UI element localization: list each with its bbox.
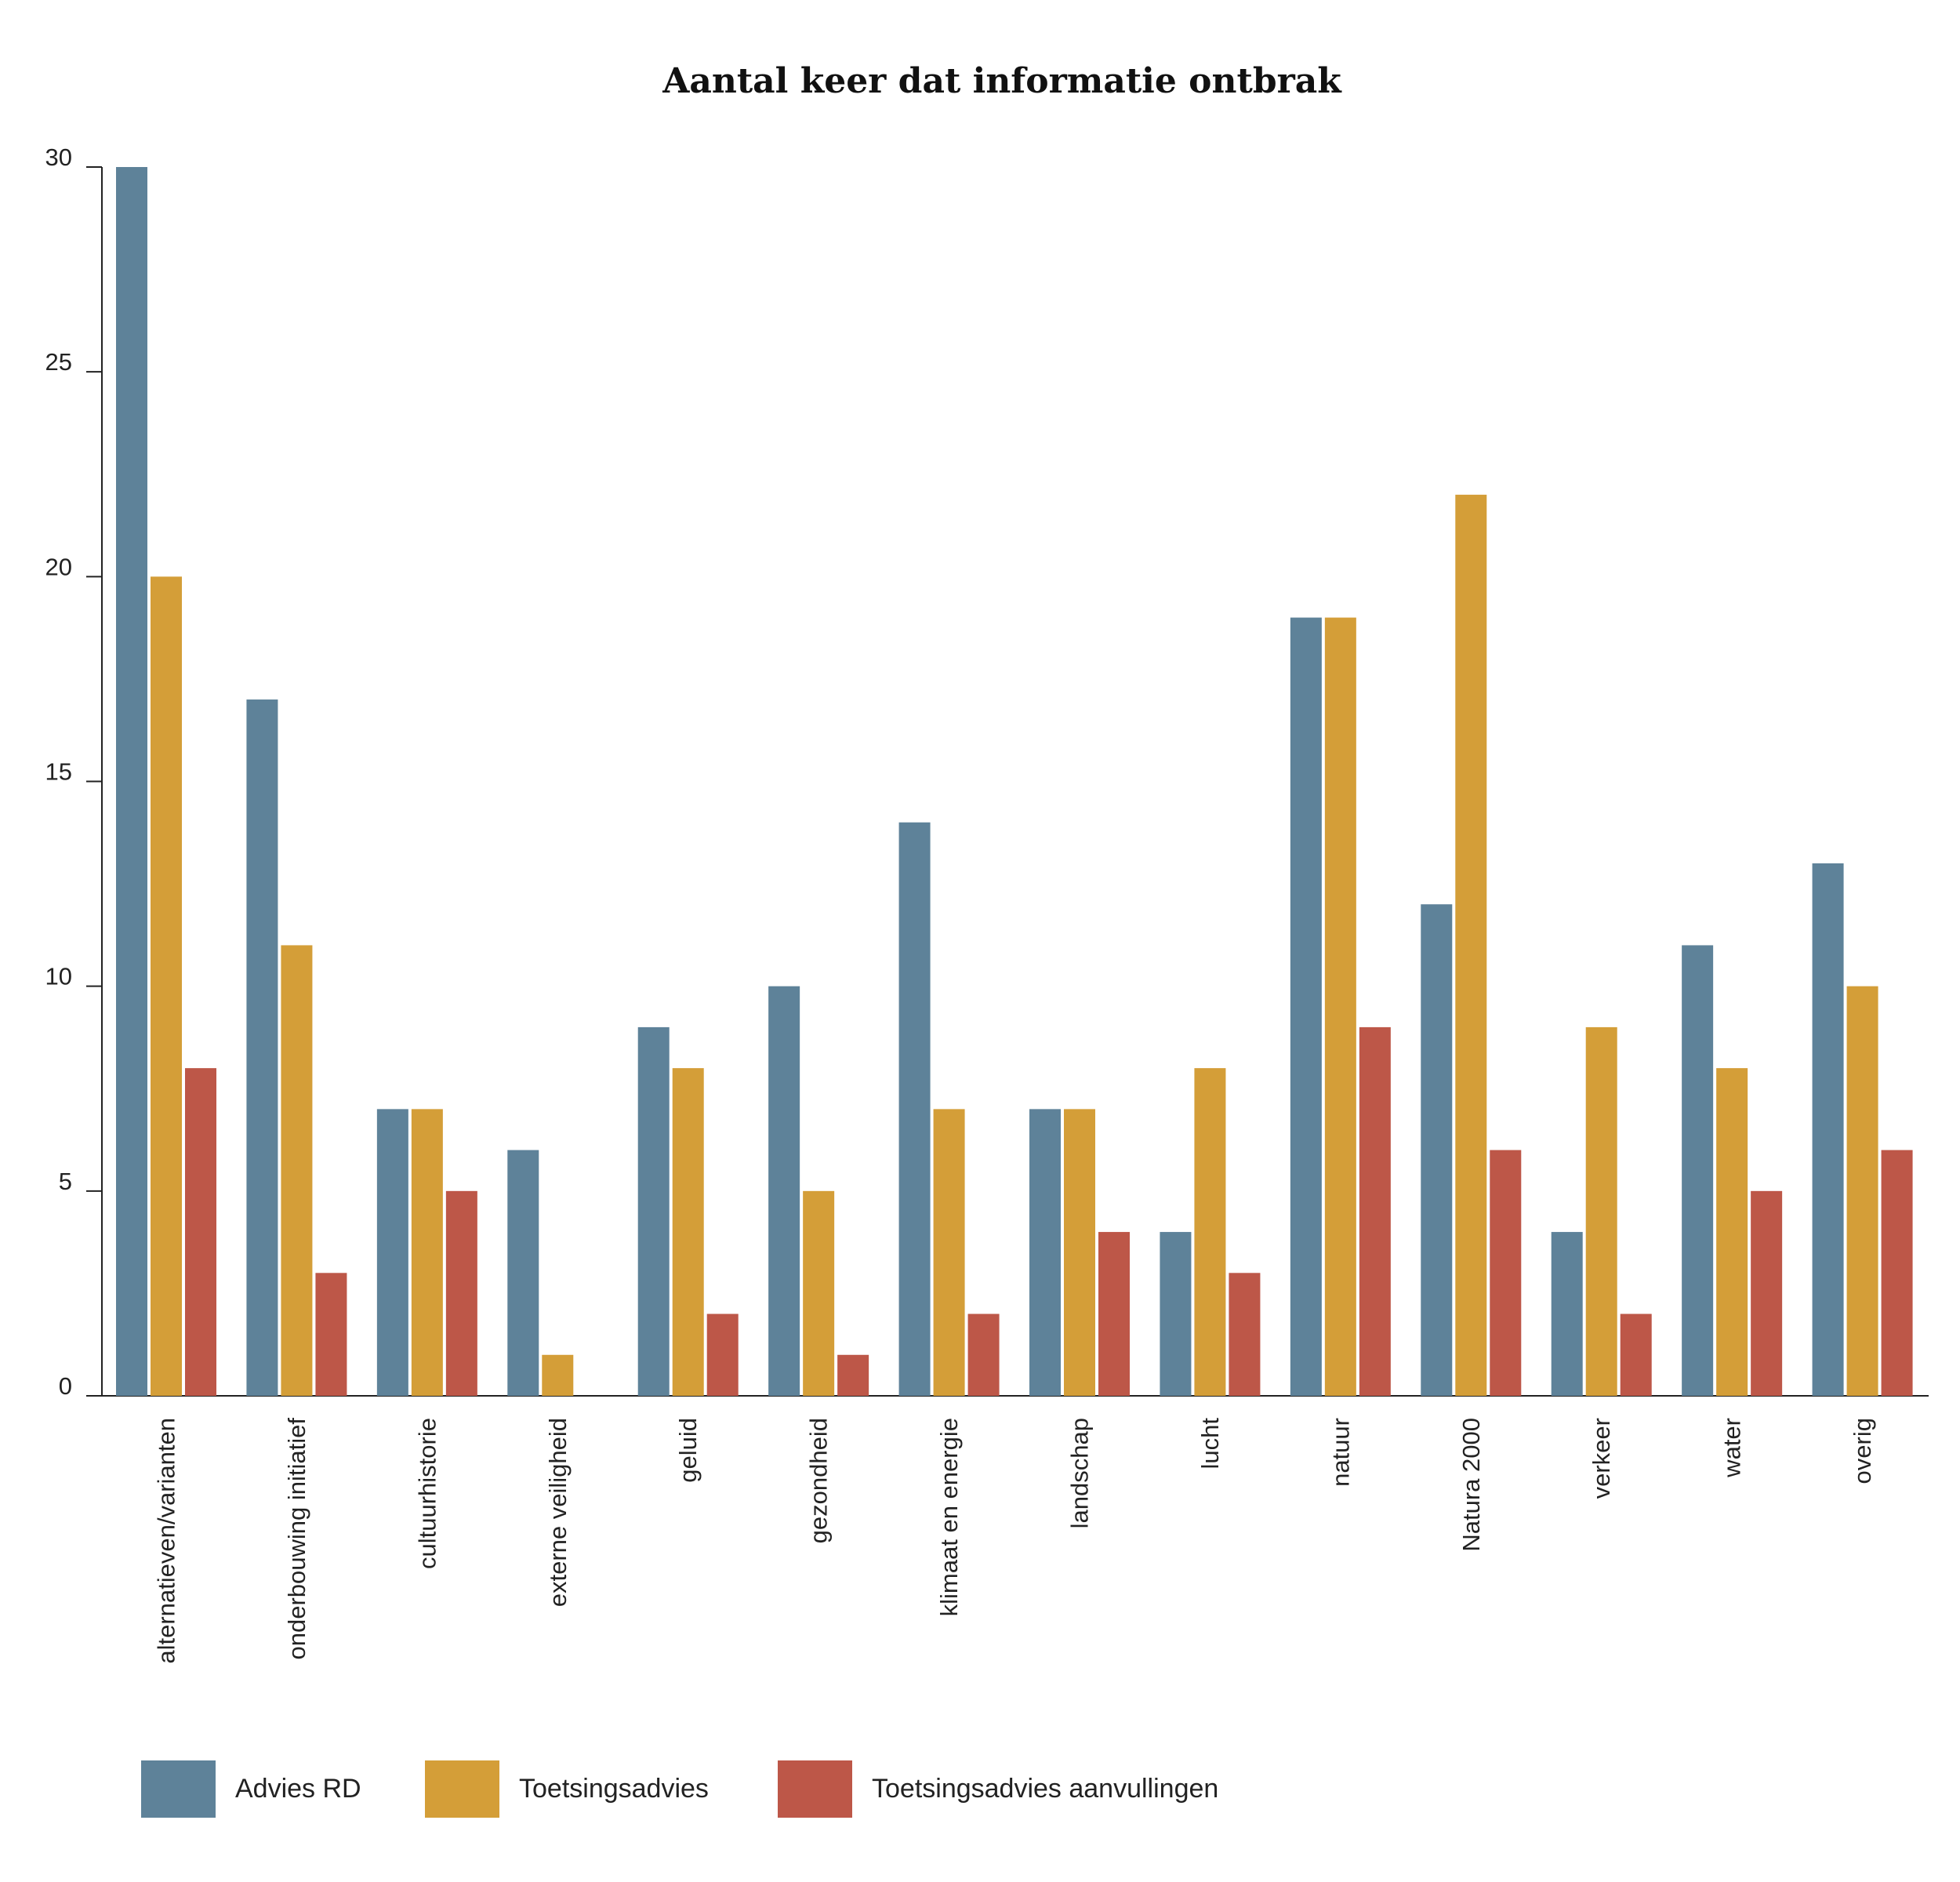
bar-3-9 <box>1229 1273 1261 1396</box>
category-label: cultuurhistorie <box>413 1418 441 1569</box>
category-label: water <box>1719 1418 1746 1478</box>
category-label: landschap <box>1066 1418 1094 1528</box>
y-tick-label: 0 <box>59 1372 72 1400</box>
category-label: geluid <box>674 1418 702 1483</box>
bar-1-3 <box>376 1109 408 1396</box>
bar-3-2 <box>315 1273 347 1396</box>
category-label: externe veiligheid <box>544 1418 572 1607</box>
bar-3-1 <box>185 1068 216 1396</box>
bar-1-6 <box>768 986 800 1396</box>
chart-title: Aantal keer dat informatie ontbrak <box>662 61 1342 101</box>
bar-1-14 <box>1812 863 1844 1396</box>
bar-2-5 <box>672 1068 704 1396</box>
bar-3-11 <box>1490 1150 1522 1396</box>
category-label: verkeer <box>1588 1418 1615 1499</box>
legend-label: Advies RD <box>235 1774 361 1804</box>
category-label: natuur <box>1327 1418 1354 1487</box>
bar-2-2 <box>281 945 313 1396</box>
bar-2-10 <box>1324 617 1356 1396</box>
legend-swatch <box>141 1760 216 1818</box>
y-tick-label: 5 <box>59 1168 72 1195</box>
bar-3-7 <box>967 1313 1000 1396</box>
category-label: Natura 2000 <box>1457 1418 1485 1552</box>
bar-3-3 <box>445 1190 477 1396</box>
bar-2-6 <box>803 1190 835 1396</box>
legend-swatch <box>778 1760 852 1818</box>
bar-2-4 <box>542 1354 574 1396</box>
bar-1-5 <box>637 1026 670 1396</box>
bar-1-1 <box>116 167 147 1396</box>
bar-3-6 <box>837 1354 869 1396</box>
bar-2-7 <box>933 1109 965 1396</box>
bar-3-8 <box>1098 1232 1130 1396</box>
y-tick-label: 30 <box>45 144 72 171</box>
bar-1-11 <box>1421 904 1453 1396</box>
y-tick-label: 25 <box>45 348 72 376</box>
bar-1-12 <box>1551 1232 1583 1396</box>
bar-1-4 <box>507 1150 539 1396</box>
y-axis: 0 5 10 15 20 25 30 <box>45 144 103 1400</box>
bar-2-13 <box>1716 1068 1748 1396</box>
y-tick-label: 20 <box>45 553 72 580</box>
bar-1-10 <box>1290 617 1322 1396</box>
bar-2-8 <box>1064 1109 1095 1396</box>
bar-3-13 <box>1751 1190 1783 1396</box>
bar-1-7 <box>898 822 931 1396</box>
bar-2-1 <box>151 576 182 1397</box>
bar-1-8 <box>1029 1109 1061 1396</box>
bar-2-12 <box>1585 1026 1617 1396</box>
category-label: klimaat en energie <box>935 1418 963 1616</box>
bar-3-12 <box>1620 1313 1652 1396</box>
y-tick-label: 15 <box>45 758 72 786</box>
y-tick-label: 10 <box>45 963 72 990</box>
bar-1-13 <box>1682 945 1714 1396</box>
bar-2-11 <box>1455 494 1487 1396</box>
category-label: gezondheid <box>805 1418 833 1543</box>
category-label: onderbouwing initiatief <box>283 1418 310 1660</box>
bar-1-9 <box>1160 1232 1192 1396</box>
category-labels: alternatieven/varianten onderbouwing init… <box>153 1418 1877 1664</box>
category-label: overig <box>1849 1418 1876 1484</box>
bar-3-14 <box>1881 1150 1913 1396</box>
legend-swatch <box>425 1760 499 1818</box>
bars-group <box>116 167 1913 1397</box>
legend: Advies RD Toetsingsadvies Toetsingsadvies … <box>141 1760 1218 1818</box>
bar-2-14 <box>1846 986 1878 1396</box>
bar-2-3 <box>411 1109 443 1396</box>
bar-1-2 <box>246 699 278 1396</box>
bar-2-9 <box>1194 1068 1226 1396</box>
bar-3-10 <box>1359 1026 1391 1396</box>
bar-3-5 <box>706 1313 739 1396</box>
legend-label: Toetsingsadvies aanvullingen <box>872 1774 1218 1804</box>
category-label: lucht <box>1196 1418 1224 1470</box>
legend-label: Toetsingsadvies <box>519 1774 709 1804</box>
category-label: alternatieven/varianten <box>153 1418 180 1664</box>
